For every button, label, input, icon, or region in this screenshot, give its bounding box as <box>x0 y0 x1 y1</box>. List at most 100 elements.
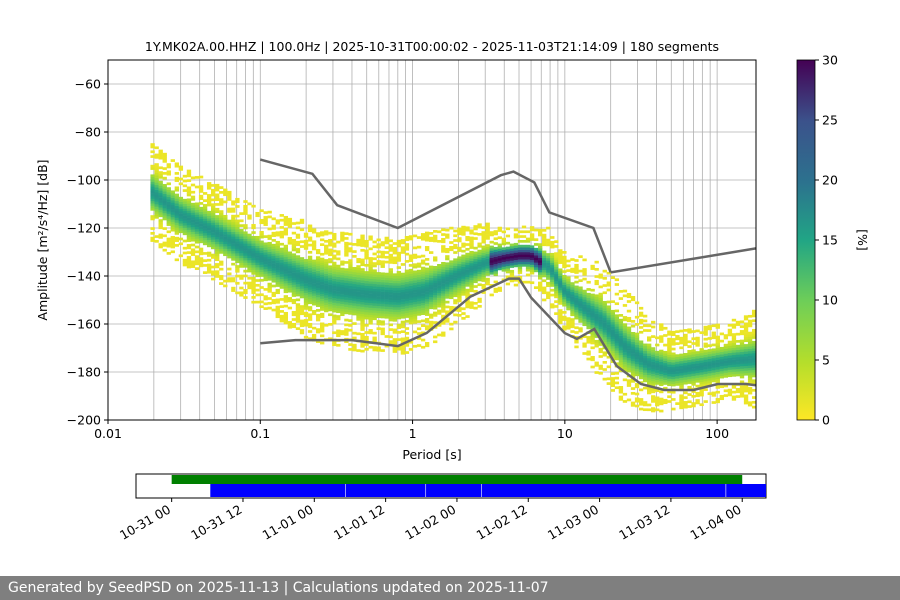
heatmap-cell <box>408 295 414 298</box>
heatmap-cell <box>384 277 389 281</box>
heatmap-cell <box>174 176 180 180</box>
heatmap-cell <box>663 350 668 354</box>
heatmap-cell <box>295 236 301 239</box>
heatmap-cell <box>562 284 567 288</box>
heatmap-cell <box>481 291 486 294</box>
heatmap-cell <box>735 366 741 370</box>
heatmap-cell <box>457 273 462 276</box>
heatmap-cell <box>178 211 184 214</box>
heatmap-cell <box>336 264 341 268</box>
heatmap-cell <box>408 237 414 241</box>
heatmap-cell <box>683 362 688 366</box>
timeline-bars <box>171 475 766 497</box>
heatmap-cell <box>162 167 167 170</box>
heatmap-cell <box>295 308 301 311</box>
heatmap-cell <box>303 319 309 322</box>
heatmap-cell <box>554 285 559 289</box>
heatmap-cell <box>364 278 369 282</box>
heatmap-cell <box>412 270 418 274</box>
heatmap-cell <box>223 279 228 283</box>
heatmap-cell <box>679 401 684 405</box>
heatmap-cell <box>461 273 466 277</box>
heatmap-cell <box>404 339 410 342</box>
heatmap-cell <box>727 371 733 375</box>
heatmap-cell <box>372 293 377 297</box>
heatmap-cell <box>364 299 369 303</box>
heatmap-cell <box>223 200 228 204</box>
heatmap-cell <box>594 327 599 331</box>
heatmap-cell <box>364 307 369 310</box>
heatmap-cell <box>380 320 385 324</box>
heatmap-cell <box>529 247 535 251</box>
heatmap-cell <box>332 340 337 344</box>
heatmap-cell <box>320 231 325 234</box>
heatmap-cell <box>667 364 672 367</box>
heatmap-cell <box>493 246 498 250</box>
heatmap-cell <box>376 274 381 278</box>
heatmap-cell <box>416 255 422 259</box>
heatmap-cell <box>445 271 450 275</box>
heatmap-cell <box>263 216 268 219</box>
heatmap-cell <box>517 264 523 267</box>
heatmap-cell <box>162 191 167 194</box>
heatmap-cell <box>529 228 535 232</box>
heatmap-cell <box>275 267 280 271</box>
heatmap-cell <box>699 350 704 354</box>
heatmap-cell <box>485 265 490 269</box>
heatmap-cell <box>437 312 442 315</box>
heatmap-cell <box>352 267 357 270</box>
heatmap-cell <box>743 389 749 393</box>
heatmap-cell <box>376 315 381 319</box>
heatmap-cell <box>348 312 353 315</box>
heatmap-cell <box>271 243 276 247</box>
heatmap-cell <box>267 277 272 281</box>
heatmap-cell <box>271 253 276 257</box>
heatmap-cell <box>239 229 244 232</box>
heatmap-cell <box>711 379 716 383</box>
heatmap-cell <box>150 236 155 240</box>
heatmap-cell <box>606 339 611 342</box>
heatmap-cell <box>610 329 616 332</box>
heatmap-cell <box>586 324 591 327</box>
heatmap-cell <box>663 398 668 402</box>
heatmap-cell <box>404 283 410 287</box>
heatmap-cell <box>219 267 224 271</box>
heatmap-cell <box>570 313 575 317</box>
heatmap-cell <box>602 341 607 345</box>
heatmap-cell <box>445 262 450 266</box>
heatmap-cell <box>283 271 289 274</box>
heatmap-cell <box>344 282 349 286</box>
heatmap-cell <box>453 251 458 254</box>
heatmap-cell <box>255 262 260 266</box>
heatmap-cell <box>747 338 753 342</box>
heatmap-cell <box>433 230 438 233</box>
heatmap-cell <box>364 309 369 313</box>
heatmap-cell <box>590 332 595 335</box>
heatmap-cell <box>489 267 494 270</box>
heatmap-cell <box>400 301 406 305</box>
heatmap-cell <box>538 264 543 268</box>
heatmap-cell <box>356 279 361 283</box>
heatmap-cell <box>542 291 547 295</box>
heatmap-cell <box>239 277 244 280</box>
heatmap-cell <box>291 253 297 257</box>
heatmap-cell <box>166 204 171 207</box>
heatmap-cell <box>162 172 167 175</box>
heatmap-cell <box>247 255 252 259</box>
heatmap-cell <box>618 340 624 344</box>
heatmap-cell <box>239 286 244 290</box>
heatmap-cell <box>420 312 426 315</box>
heatmap-cell <box>332 242 337 246</box>
heatmap-cell <box>255 252 260 256</box>
heatmap-cell <box>295 281 301 285</box>
heatmap-cell <box>352 295 357 299</box>
heatmap-cell <box>324 278 329 282</box>
heatmap-cell <box>162 241 167 245</box>
heatmap-cell <box>166 218 171 222</box>
heatmap-cell <box>372 331 377 335</box>
heatmap-cell <box>699 384 704 387</box>
heatmap-cell <box>239 231 244 235</box>
heatmap-cell <box>178 230 184 234</box>
heatmap-cell <box>570 306 575 309</box>
heatmap-cell <box>170 236 175 239</box>
